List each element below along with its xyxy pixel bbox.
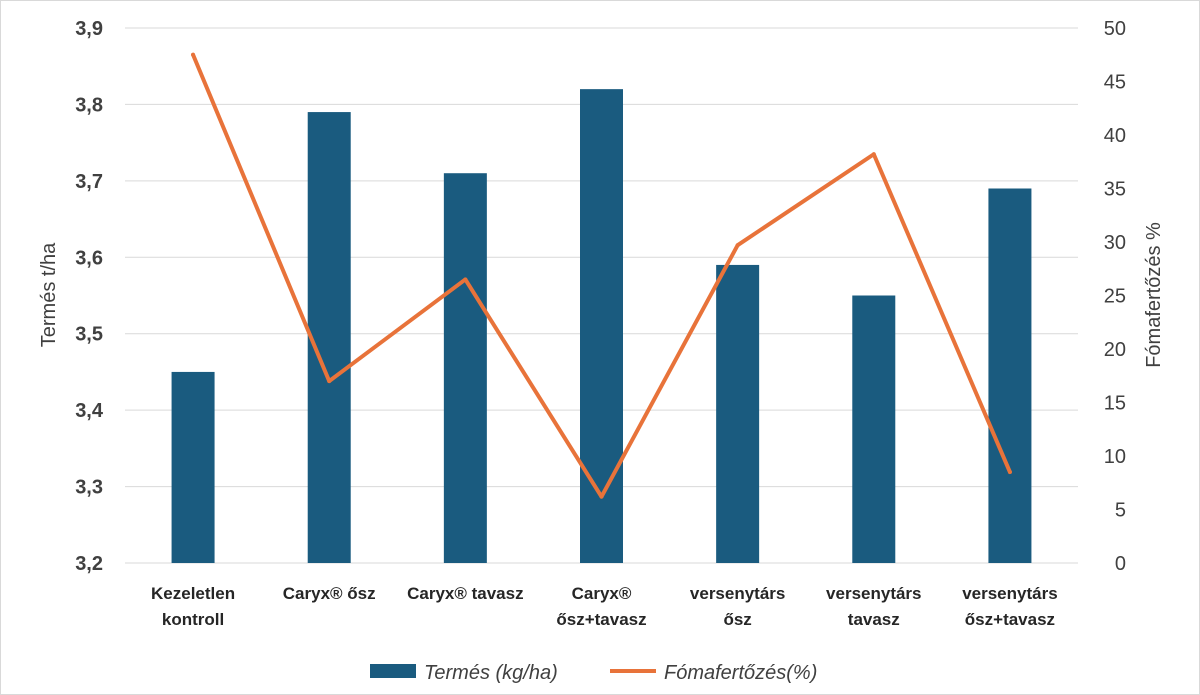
y-tick-label: 3,3 (75, 477, 103, 499)
y2-tick-label: 15 (1104, 393, 1126, 415)
y2-tick-label: 0 (1115, 553, 1126, 575)
line-point (871, 152, 876, 157)
y2-tick-label: 30 (1104, 232, 1126, 254)
bar (443, 173, 487, 563)
y-tick-label: 3,5 (75, 324, 103, 346)
line-point (735, 243, 740, 248)
y-tick-label: 3,8 (75, 94, 103, 116)
y2-tick-label: 35 (1104, 179, 1126, 201)
y2-tick-label: 20 (1104, 339, 1126, 361)
bar (852, 295, 896, 563)
bar-series (171, 89, 1032, 564)
y-tick-label: 3,9 (75, 18, 103, 40)
x-tick-label: Caryx® ősz+tavasz (556, 584, 646, 629)
bar (988, 188, 1032, 563)
y-axis-right: 0 5 10 15 20 25 30 35 40 45 50 (1104, 18, 1126, 575)
legend: Termés (kg/ha) Fómafertőzés(%) (370, 662, 817, 684)
x-tick-label: versenytárs ősz (690, 584, 785, 629)
line-series (191, 52, 1012, 499)
bar (580, 89, 623, 564)
line-point (599, 494, 604, 499)
y-tick-label: 3,4 (75, 400, 104, 422)
y-axis-left: 3,2 3,3 3,4 3,5 3,6 3,7 3,8 3,9 (75, 18, 104, 575)
x-tick-label: Kezeletlen kontroll (151, 584, 235, 629)
line-point (327, 379, 332, 384)
y2-tick-label: 45 (1104, 72, 1126, 94)
y-tick-label: 3,6 (75, 247, 103, 269)
y2-tick-label: 5 (1115, 500, 1126, 522)
y2-tick-label: 40 (1104, 125, 1126, 147)
y-tick-label: 3,2 (75, 553, 103, 575)
bar (171, 371, 215, 563)
line-point (463, 277, 468, 282)
y2-tick-label: 50 (1104, 18, 1126, 40)
legend-line-label: Fómafertőzés(%) (664, 662, 817, 684)
x-tick-label: versenytárs ősz+tavasz (962, 584, 1057, 629)
legend-bar-swatch (370, 664, 416, 678)
x-axis: Kezeletlen kontroll Caryx® ősz Caryx® tavas… (151, 584, 1058, 629)
x-tick-label: Caryx® ősz (283, 584, 376, 603)
y-tick-label: 3,7 (75, 171, 103, 193)
y-axis-title: Termés t/ha (38, 242, 60, 347)
bar (716, 264, 760, 563)
x-tick-label: versenytárs tavasz (826, 584, 921, 629)
y2-axis-title: Fómafertőzés % (1143, 222, 1165, 368)
line-point (191, 52, 196, 57)
y2-tick-label: 10 (1104, 446, 1126, 468)
bar (307, 112, 351, 564)
x-tick-label: Caryx® tavasz (407, 584, 524, 603)
line-point (1007, 470, 1012, 475)
legend-bar-label: Termés (kg/ha) (424, 662, 558, 684)
y2-tick-label: 25 (1104, 286, 1126, 308)
